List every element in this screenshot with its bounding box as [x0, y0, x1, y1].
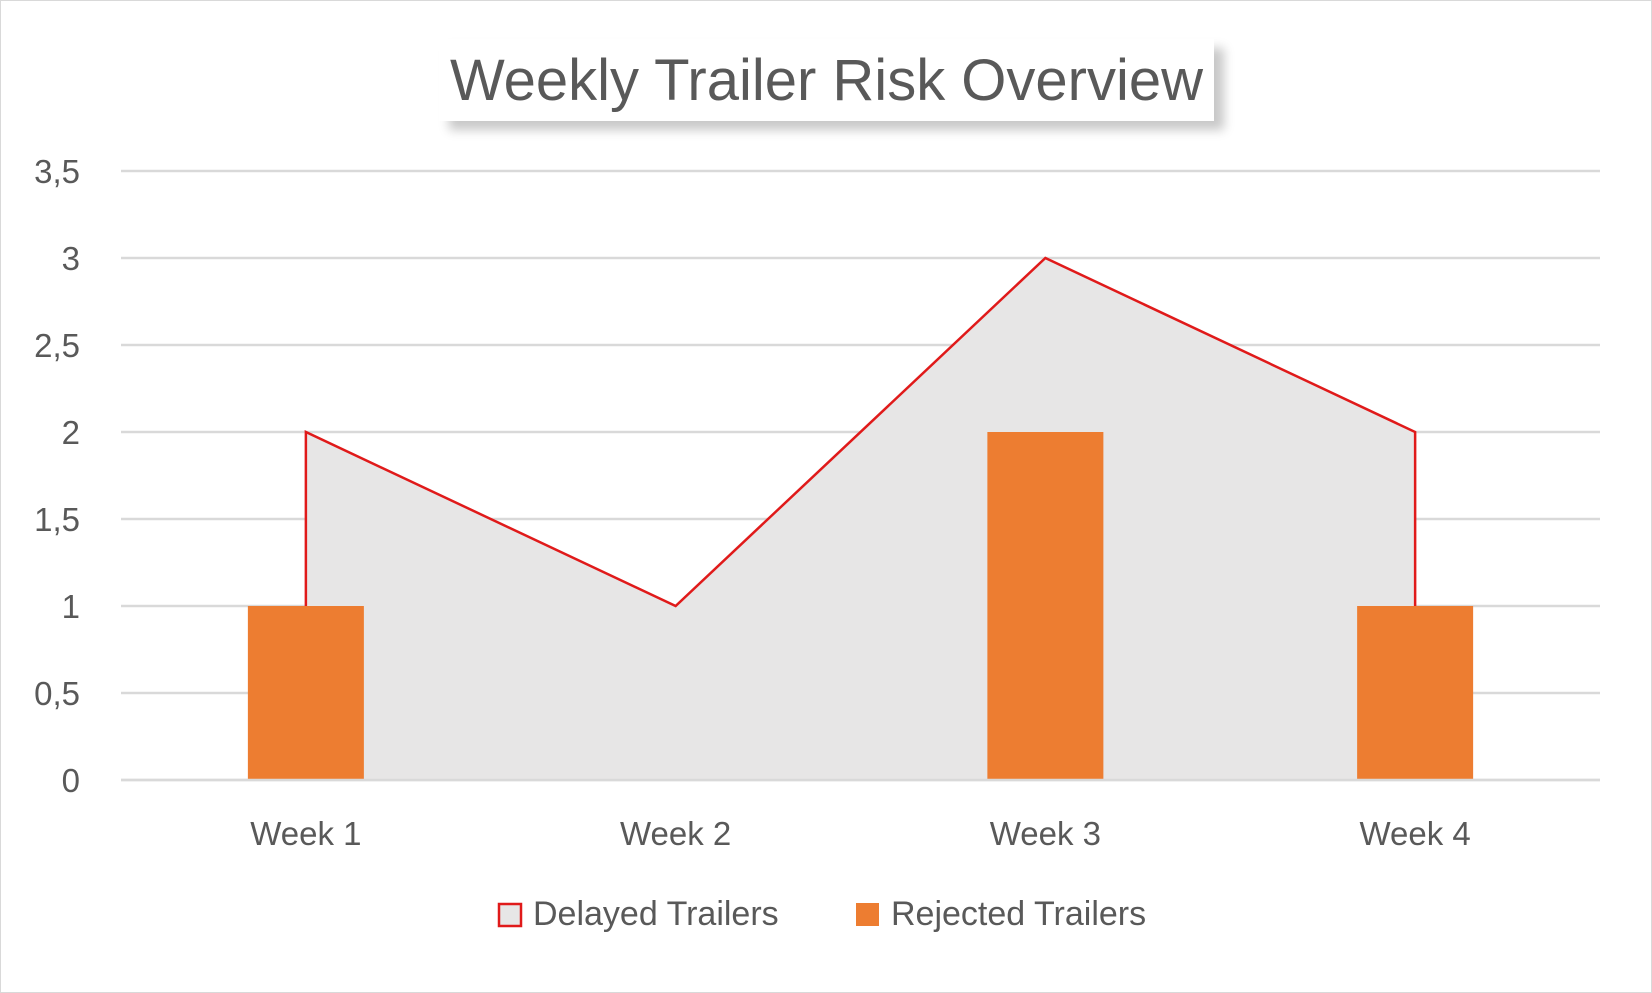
area-series [304, 256, 1417, 780]
y-tick-label: 3 [62, 240, 80, 277]
x-tick-label: Week 2 [620, 815, 731, 852]
x-tick-label: Week 1 [250, 815, 361, 852]
chart-title: Weekly Trailer Risk Overview [449, 48, 1204, 113]
legend-label-delayed-trailers: Delayed Trailers [533, 895, 779, 933]
y-tick-label: 1 [62, 588, 80, 625]
area-line-delayed-trailers [304, 256, 1417, 780]
y-tick-label: 3,5 [34, 153, 80, 190]
y-tick-label: 0,5 [34, 675, 80, 712]
axes: 0 0,5 1 1,5 2 2,5 3 3,5 Week 1 Week 2 Week 3 Week 4 [34, 153, 1600, 852]
x-tick-label: Week 4 [1359, 815, 1470, 852]
bar-series [247, 432, 1474, 780]
y-tick-label: 0 [62, 762, 80, 799]
y-tick-label: 2 [62, 414, 80, 451]
y-tick-label: 1,5 [34, 501, 80, 538]
title-box: Weekly Trailer Risk Overview [439, 39, 1214, 121]
legend: Delayed Trailers Rejected Trailers [497, 895, 1146, 933]
legend-label-rejected-trailers: Rejected Trailers [891, 895, 1146, 933]
x-tick-label: Week 3 [990, 815, 1101, 852]
area-fill-delayed-trailers [305, 258, 1416, 780]
y-tick-label: 2,5 [34, 327, 80, 364]
legend-swatch-delayed-trailers [497, 902, 523, 928]
bar-rejected-trailers [1357, 606, 1474, 780]
legend-swatch-rejected-trailers [856, 903, 879, 926]
bar-rejected-trailers [987, 432, 1104, 780]
bar-rejected-trailers [247, 606, 364, 780]
